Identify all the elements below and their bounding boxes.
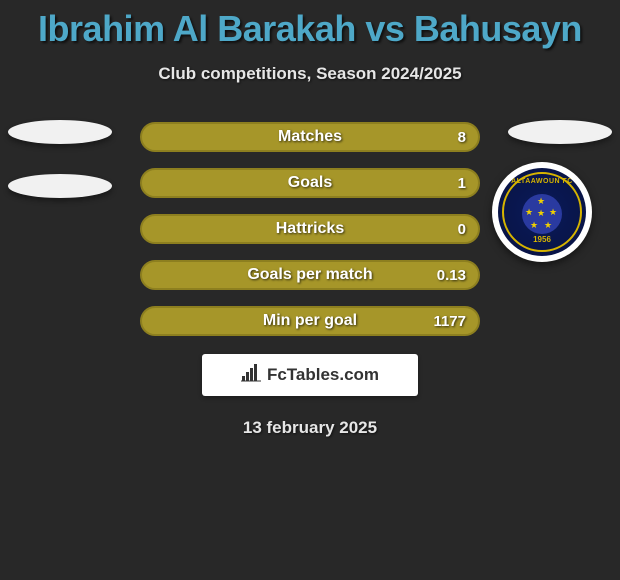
bar-value: 1177 <box>433 306 466 336</box>
bar-label: Matches <box>140 122 480 152</box>
player2-club-crest: ALTAAWOUN FC ★ ★ ★ ★ ★ ★ 1956 <box>492 162 592 262</box>
fctables-attribution[interactable]: FcTables.com <box>202 354 418 396</box>
crest-inner: ALTAAWOUN FC ★ ★ ★ ★ ★ ★ 1956 <box>498 168 586 256</box>
subtitle: Club competitions, Season 2024/2025 <box>0 64 620 84</box>
stats-area: ALTAAWOUN FC ★ ★ ★ ★ ★ ★ 1956 Matches <box>0 122 620 342</box>
comparison-card: Ibrahim Al Barakah vs Bahusayn Club comp… <box>0 0 620 438</box>
star-icon: ★ <box>525 207 533 218</box>
star-icon: ★ <box>544 220 552 231</box>
bar-label: Hattricks <box>140 214 480 244</box>
stat-bar-goals: Goals 1 <box>140 168 480 198</box>
stat-bar-goals-per-match: Goals per match 0.13 <box>140 260 480 290</box>
star-icon: ★ <box>530 220 538 231</box>
bar-value: 8 <box>458 122 466 152</box>
star-icon: ★ <box>537 196 545 207</box>
date-text: 13 february 2025 <box>0 418 620 438</box>
stat-bar-hattricks: Hattricks 0 <box>140 214 480 244</box>
stat-bar-matches: Matches 8 <box>140 122 480 152</box>
bar-label: Goals <box>140 168 480 198</box>
bar-value: 0.13 <box>437 260 466 290</box>
crest-ball-icon: ★ ★ ★ ★ ★ ★ <box>522 194 562 234</box>
player2-badge-placeholder <box>508 120 612 144</box>
left-player-badges <box>8 120 112 228</box>
stat-bars: Matches 8 Goals 1 Hattricks 0 Goals per … <box>140 122 480 336</box>
crest-year: 1956 <box>498 235 586 244</box>
player1-club-placeholder <box>8 174 112 198</box>
bar-chart-icon <box>241 364 261 387</box>
stat-bar-min-per-goal: Min per goal 1177 <box>140 306 480 336</box>
bar-label: Min per goal <box>140 306 480 336</box>
star-icon: ★ <box>549 207 557 218</box>
page-title: Ibrahim Al Barakah vs Bahusayn <box>0 8 620 50</box>
crest-club-name: ALTAAWOUN FC <box>498 178 586 185</box>
fctables-brand-text: FcTables.com <box>267 365 379 385</box>
bar-value: 0 <box>458 214 466 244</box>
star-icon: ★ <box>537 208 545 219</box>
player1-badge-placeholder <box>8 120 112 144</box>
right-player-badges: ALTAAWOUN FC ★ ★ ★ ★ ★ ★ 1956 <box>508 120 612 144</box>
bar-value: 1 <box>458 168 466 198</box>
bar-label: Goals per match <box>140 260 480 290</box>
